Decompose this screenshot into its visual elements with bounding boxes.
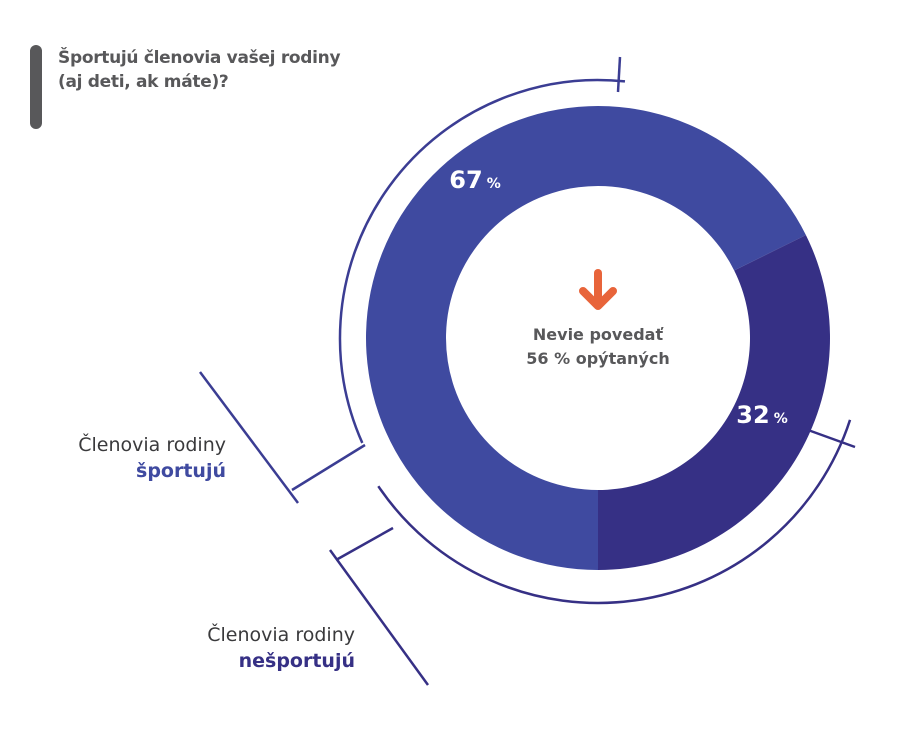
leader-line-sport-2 xyxy=(198,371,300,504)
label-nosport-line2: nešportujú xyxy=(238,650,355,672)
title-line-1: Športujú členovia vašej rodiny xyxy=(58,48,341,68)
bracket-arc-nosport xyxy=(377,419,852,605)
label-sport-line1: Členovia rodiny xyxy=(78,434,226,456)
data-label-športujú: 67% xyxy=(449,166,500,194)
title-accent-bar xyxy=(30,45,42,129)
slice-nešportujú xyxy=(598,234,830,570)
bracket-tick-right xyxy=(807,428,856,449)
leader-line-sport xyxy=(291,443,366,492)
slice-športujú xyxy=(366,106,806,570)
chart-title: Športujú členovia vašej rodiny (aj deti,… xyxy=(58,46,341,94)
label-sport: Členovia rodiny športujú xyxy=(78,432,226,484)
label-nosport: Členovia rodiny nešportujú xyxy=(207,622,355,674)
data-label-nešportujú: 32% xyxy=(736,401,787,429)
label-nosport-line1: Členovia rodiny xyxy=(207,624,355,646)
label-sport-line2: športujú xyxy=(136,460,226,482)
bracket-arc-sport xyxy=(338,78,626,444)
title-line-2: (aj deti, ak máte)? xyxy=(58,72,229,92)
leader-line-nosport xyxy=(335,526,394,562)
leader-line-nosport-2 xyxy=(328,549,430,686)
bracket-tick-top xyxy=(616,56,622,93)
arrow-down-icon xyxy=(579,269,617,310)
center-line-2: 56 % opýtaných xyxy=(526,349,669,368)
center-line-1: Nevie povedať xyxy=(533,325,665,344)
